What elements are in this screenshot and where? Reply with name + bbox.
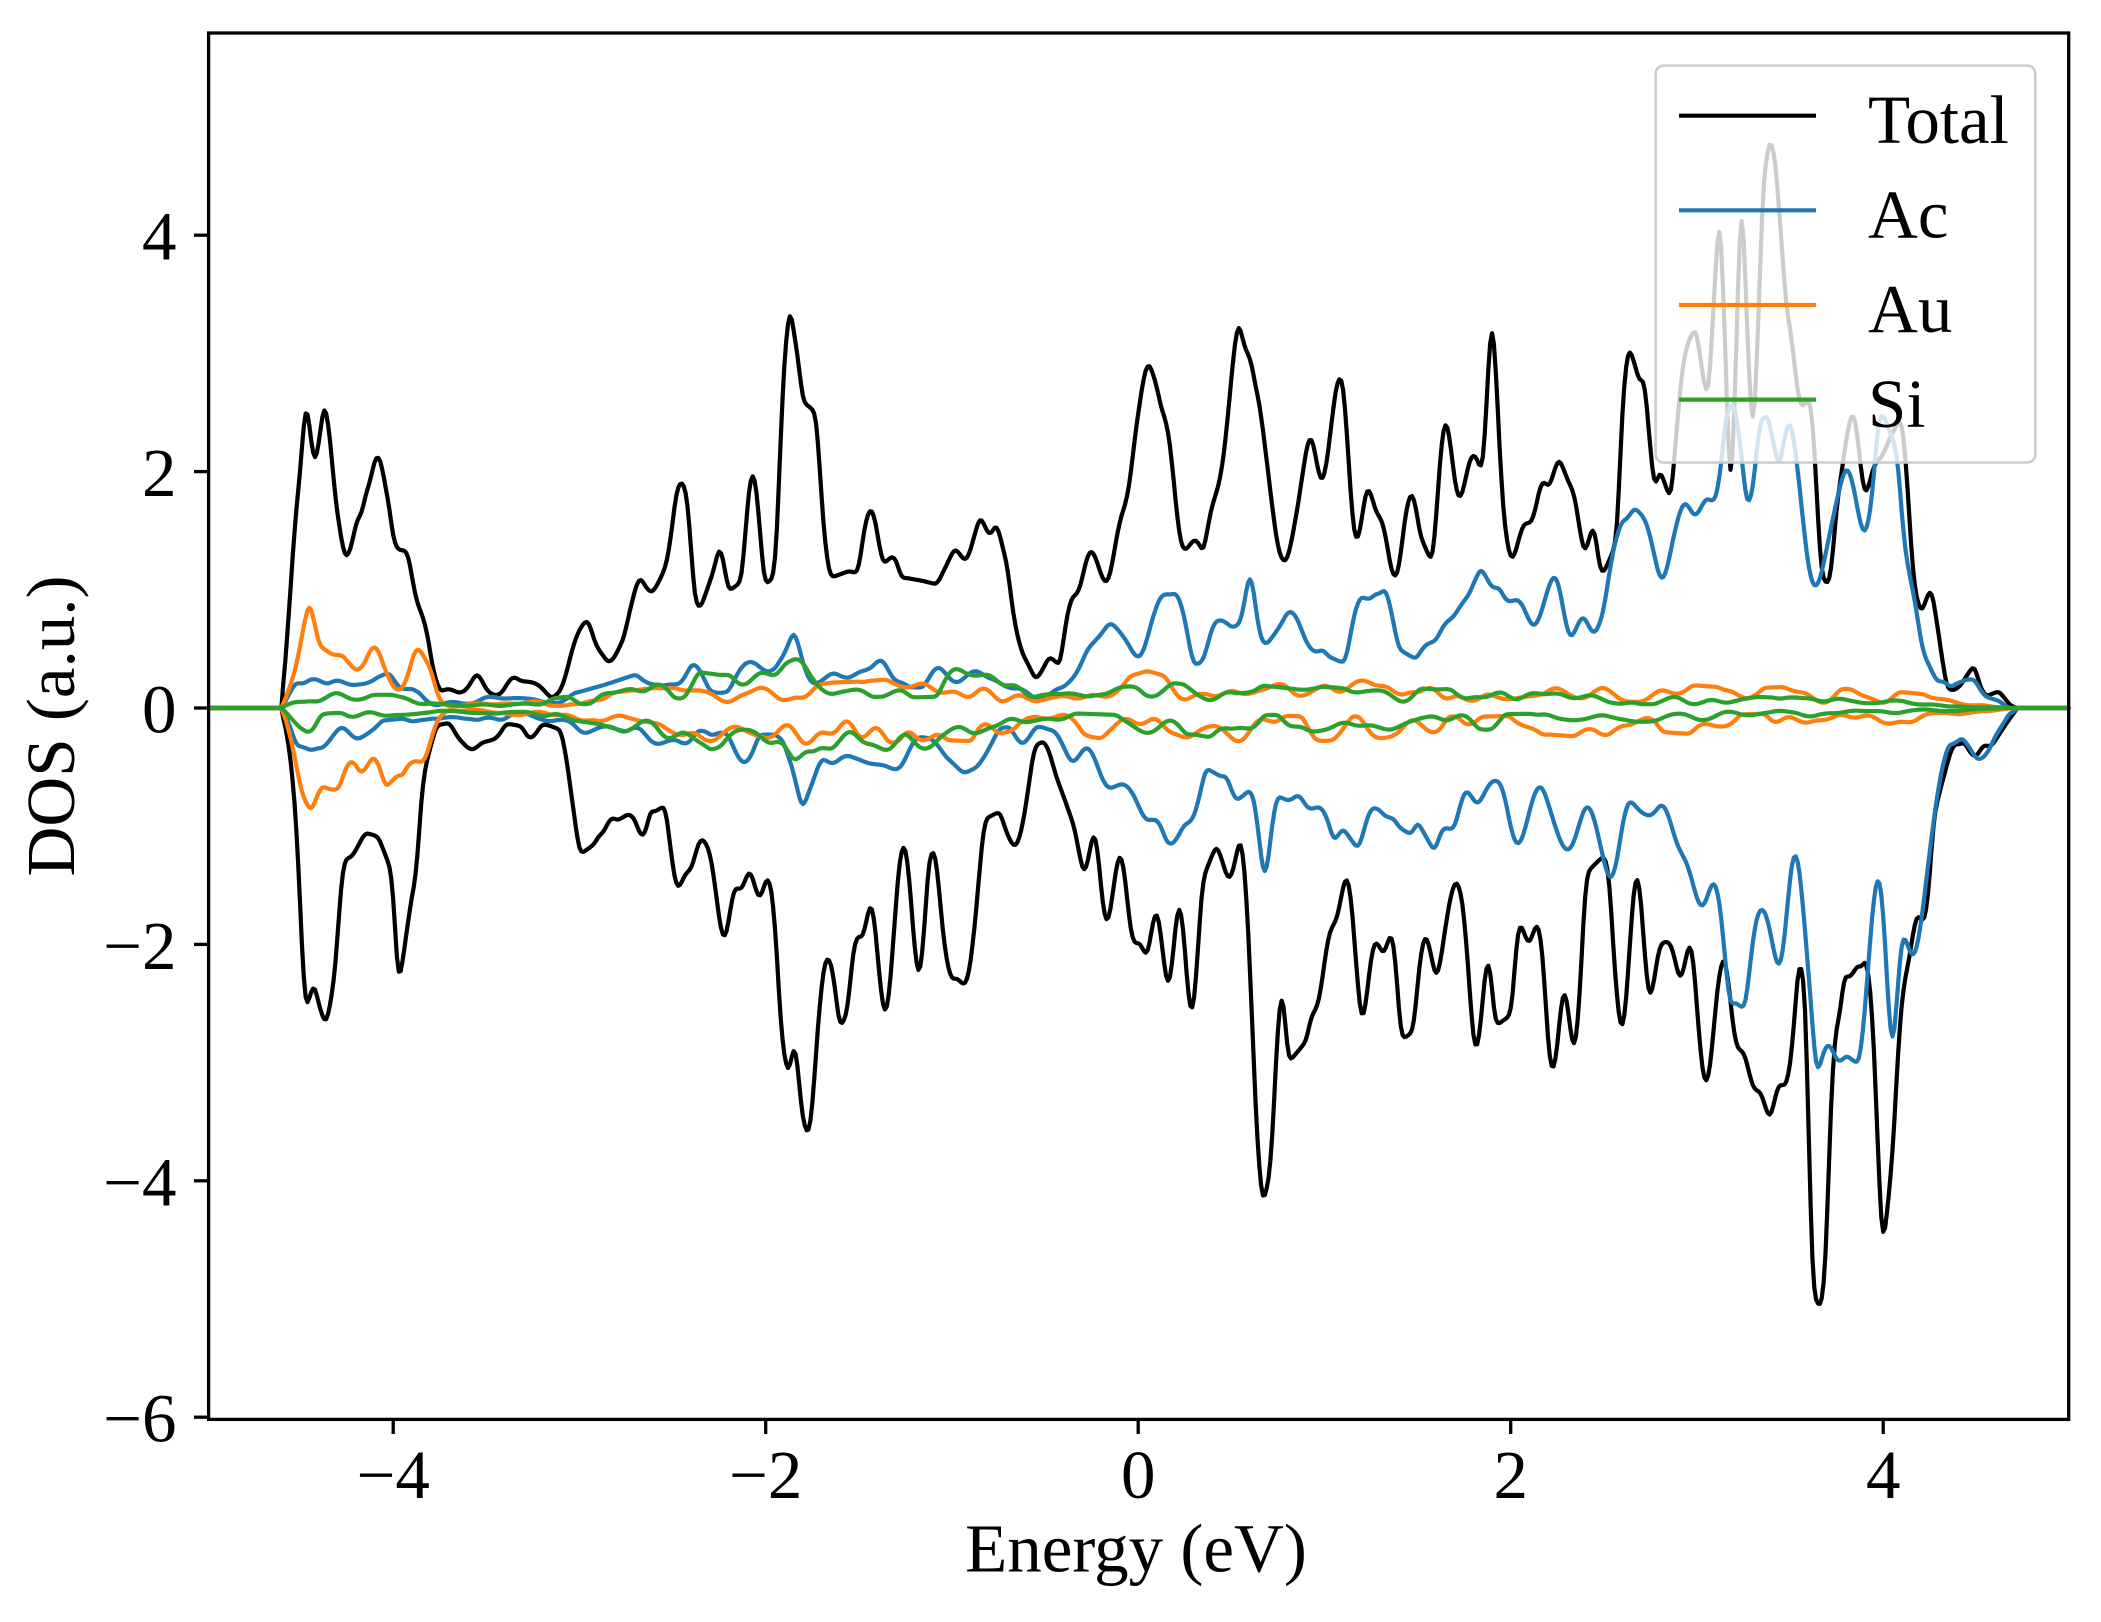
- svg-text:−4: −4: [103, 1144, 176, 1220]
- svg-text:Au: Au: [1868, 271, 1952, 347]
- svg-text:Ac: Ac: [1868, 177, 1948, 253]
- svg-text:Energy (eV): Energy (eV): [965, 1510, 1307, 1586]
- svg-text:0: 0: [1121, 1437, 1156, 1513]
- svg-text:Total: Total: [1868, 82, 2009, 158]
- svg-text:4: 4: [142, 199, 177, 275]
- svg-text:4: 4: [1866, 1437, 1901, 1513]
- svg-text:−6: −6: [103, 1381, 176, 1457]
- svg-text:2: 2: [1493, 1437, 1528, 1513]
- svg-text:−4: −4: [356, 1437, 429, 1513]
- svg-text:2: 2: [142, 435, 177, 511]
- svg-text:−2: −2: [729, 1437, 802, 1513]
- svg-text:Si: Si: [1868, 366, 1926, 442]
- svg-text:−2: −2: [103, 908, 176, 984]
- svg-text:DOS (a.u.): DOS (a.u.): [13, 576, 89, 877]
- svg-text:0: 0: [142, 672, 177, 748]
